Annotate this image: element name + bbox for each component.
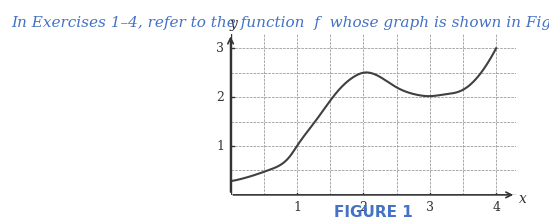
Text: 3: 3 (426, 201, 434, 214)
Text: 2: 2 (360, 201, 367, 214)
Text: 1: 1 (293, 201, 301, 214)
Text: 1: 1 (216, 140, 224, 153)
Text: y: y (230, 17, 238, 31)
Text: x: x (519, 192, 527, 206)
Text: 2: 2 (216, 91, 224, 104)
Text: 4: 4 (492, 201, 500, 214)
Text: FIGURE 1: FIGURE 1 (334, 205, 413, 220)
Text: 3: 3 (216, 42, 224, 55)
Text: In Exercises 1–4, refer to the function  f  whose graph is shown in Figure 1.: In Exercises 1–4, refer to the function … (11, 16, 549, 30)
